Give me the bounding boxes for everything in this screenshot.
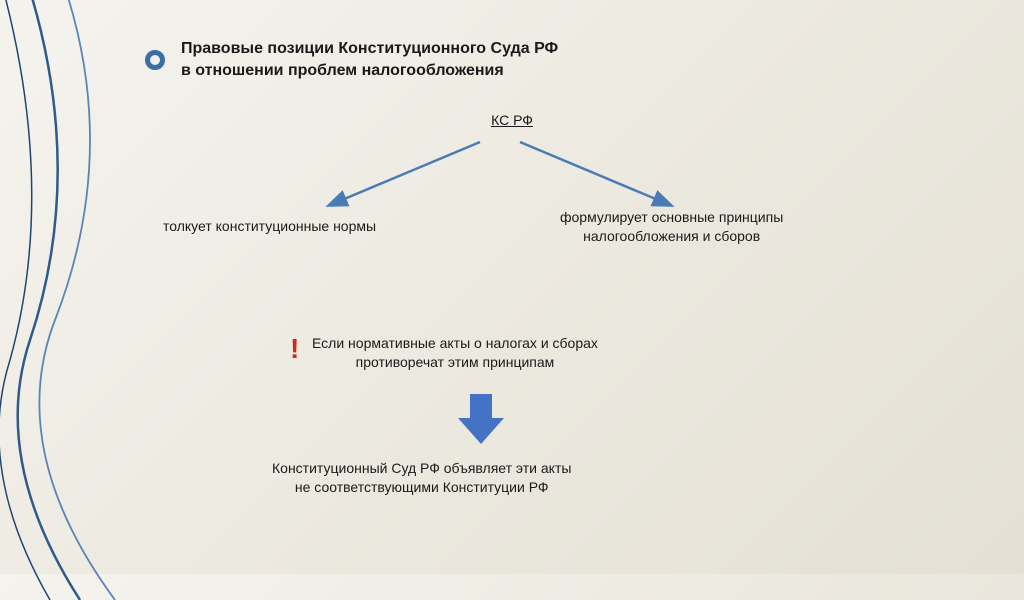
block-arrow-icon [454,390,508,448]
title-line2: в отношении проблем налогообложения [181,60,558,82]
exclaim-mark: ! [290,333,299,365]
branch-right-line1: формулирует основные принципы [560,208,783,227]
branch-right: формулирует основные принципы налогообло… [560,208,783,246]
title-text: Правовые позиции Конституционного Суда Р… [181,38,558,81]
split-arrows [290,137,700,217]
conclusion-line2: не соответствующими Конституции РФ [272,478,571,497]
title-marker-circle [145,50,165,70]
conclusion-text: Конституционный Суд РФ объявляет эти акт… [272,459,571,497]
root-node: КС РФ [491,112,533,128]
conclusion-line1: Конституционный Суд РФ объявляет эти акт… [272,459,571,478]
title-line1: Правовые позиции Конституционного Суда Р… [181,38,558,60]
branch-right-line2: налогообложения и сборов [560,227,783,246]
branch-left: толкует конституционные нормы [163,218,376,234]
condition-line2: противоречат этим принципам [312,353,598,372]
decorative-curves [0,0,240,600]
condition-text: Если нормативные акты о налогах и сборах… [312,334,598,372]
condition-line1: Если нормативные акты о налогах и сборах [312,334,598,353]
slide-title: Правовые позиции Конституционного Суда Р… [145,38,558,81]
